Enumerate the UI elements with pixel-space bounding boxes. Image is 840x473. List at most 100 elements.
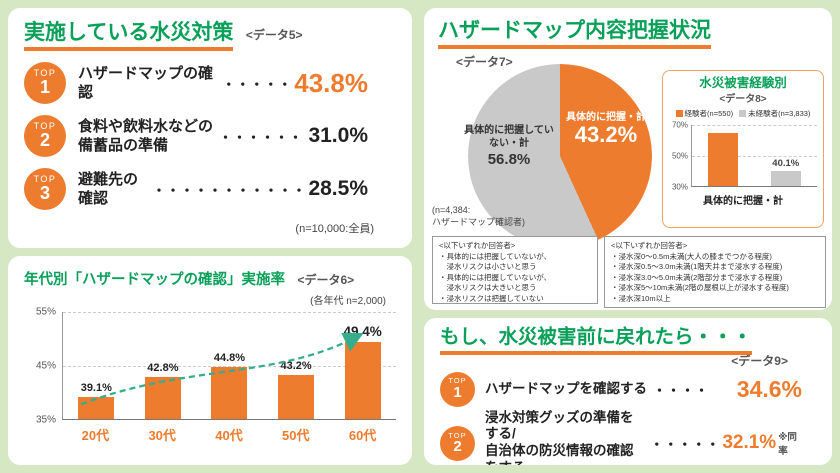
gridline-50: [692, 155, 817, 157]
rank-label: ハザードマップの確認: [78, 64, 216, 103]
rank-label: 浸水対策グッズの準備をする/ 自治体の防災情報の確認をする: [485, 410, 644, 465]
pie-slice-value: 56.8%: [487, 151, 531, 168]
top1-badge: TOP 1: [440, 371, 475, 407]
rank-item-1: TOP 1 ハザードマップを確認する ・・・・ 34.6%: [440, 371, 816, 407]
y-tick: 55%: [35, 306, 56, 318]
note-box-not-grasped: <以下いずれか回答者> ・具体的には把握していないが、 浸水リスクは小さいと思う…: [432, 236, 598, 304]
pie-slice-label: 具体的に把握していない・計: [464, 125, 554, 149]
bar-value-label: 49.4%: [343, 323, 382, 339]
age-bar-chart: 55% 45% 35% 39.1% 42.8% 44.8% 43.2% 49.4%: [24, 307, 396, 426]
bar: [344, 341, 381, 419]
bar-value-label: 42.8%: [147, 362, 179, 375]
rank-value-note: ※同率: [778, 432, 797, 458]
dot-leader: ・・・・・・・・・・・: [152, 182, 307, 198]
grasp-pie: [468, 64, 652, 248]
bar: [144, 377, 181, 419]
chart-sample-note: (各年代 n=2,000): [310, 296, 386, 307]
bar-group: 44.8%: [196, 312, 263, 419]
pie-label-not-grasped: 具体的に把握していない・計 56.8%: [464, 124, 554, 168]
bar-group: 42.8%: [130, 312, 197, 419]
bar: [278, 375, 315, 419]
rank-label-line1: 浸水対策グッズの準備をする/: [485, 409, 634, 442]
bar: [770, 170, 801, 187]
badge-word: TOP: [448, 376, 467, 386]
panel3-header: ハザードマップ内容把握状況 <データ7>: [438, 18, 711, 71]
category-label: 20代: [81, 428, 110, 443]
data-tag-7: <データ7>: [456, 55, 513, 70]
category-label: 40代: [215, 428, 243, 443]
mini-y-axis: 70% 50% 30%: [669, 121, 691, 192]
badge-rank: 1: [453, 383, 462, 401]
bar-group: 39.1%: [63, 312, 130, 419]
age-plot-area: 39.1% 42.8% 44.8% 43.2% 49.4%: [62, 312, 396, 420]
note-box-header: <以下いずれか回答者>: [611, 241, 688, 250]
gridline-55: [63, 312, 396, 313]
experience-comparison-box: 水災被害経験別 <データ8> 経験者(n=550) 未経験者(n=3,833) 7…: [662, 70, 824, 228]
pie-slice-label: 具体的に把握・計: [566, 112, 646, 123]
top1-badge: TOP 1: [24, 62, 66, 105]
pie-slice-value: 43.2%: [574, 122, 638, 147]
panel1-header: 実施している水災対策 <データ5>: [24, 20, 396, 52]
bar-group: 43.2%: [263, 312, 330, 419]
badge-rank: 2: [39, 130, 50, 151]
dot-leader: ・・・・・・: [219, 129, 304, 145]
badge-word: TOP: [33, 68, 57, 79]
panel3-title: ハザードマップ内容把握状況: [438, 18, 711, 50]
panel-age-implementation-rate: 年代別「ハザードマップの確認」実施率 <データ6> (各年代 n=2,000) …: [8, 256, 412, 465]
bar: [78, 397, 115, 419]
data-tag-9: <データ9>: [731, 354, 788, 369]
note-box-grasped: <以下いずれか回答者> ・浸水深0〜0.5m未満(大人の膝までつかる程度) ・浸…: [604, 236, 826, 308]
y-tick: 30%: [671, 182, 688, 192]
bar-value-label: 39.1%: [80, 382, 112, 395]
rank-value: 31.0%: [308, 124, 368, 148]
data-tag-8: <データ8>: [719, 94, 767, 106]
data-tag-6: <データ6>: [297, 273, 355, 287]
rank-item-1: TOP 1 ハザードマップの確認 ・・・・・ 43.8%: [24, 62, 396, 105]
mini-plot-area: 64.8% 40.1%: [691, 125, 817, 188]
experience-bar-chart: 70% 50% 30% 64.8% 40.1%: [669, 121, 817, 192]
rank-label: ハザードマップを確認する: [485, 381, 647, 398]
data-tag-5: <データ5>: [245, 28, 303, 42]
legend-item: 未経験者(n=3,833): [739, 108, 810, 119]
y-tick: 70%: [671, 120, 688, 130]
legend-item: 経験者(n=550): [675, 108, 733, 119]
rank-item-2: TOP 2 浸水対策グッズの準備をする/ 自治体の防災情報の確認をする ・・・・…: [440, 410, 816, 465]
badge-word: TOP: [33, 121, 57, 132]
subbox-title: 水災被害経験別: [699, 76, 787, 90]
rank-value: 43.8%: [294, 67, 368, 98]
bar-group: 64.8%: [692, 125, 755, 187]
rank-item-3: TOP 3 避難先の確認 ・・・・・・・・・・・ 28.5%: [24, 168, 396, 211]
panel-implemented-measures: 実施している水災対策 <データ5> TOP 1 ハザードマップの確認 ・・・・・…: [8, 8, 412, 248]
panel-if-before-damage: もし、水災被害前に戻れたら・・・ <データ9> TOP 1 ハザードマップを確認…: [424, 318, 832, 465]
note-box-body: ・浸水深0〜0.5m未満(大人の膝までつかる程度) ・浸水深0.5〜3.0m未満…: [611, 251, 789, 303]
rank-value: 34.6%: [736, 375, 802, 402]
y-tick: 35%: [35, 414, 56, 426]
mini-x-label: 具体的に把握・計: [703, 196, 783, 208]
rank-label-line2: 自治体の防災情報の確認をする: [485, 443, 634, 465]
y-tick: 50%: [671, 151, 688, 161]
panel2-title: 年代別「ハザードマップの確認」実施率: [24, 272, 285, 288]
panel1-title: 実施している水災対策: [24, 20, 234, 52]
experience-legend: 経験者(n=550) 未経験者(n=3,833): [669, 108, 817, 119]
bar: [211, 366, 248, 419]
rank-label-line1: ハザードマップの確認: [78, 64, 214, 102]
bar: [708, 133, 739, 187]
badge-rank: 1: [39, 77, 50, 98]
y-tick: 45%: [35, 360, 56, 372]
rank-value: 28.5%: [308, 177, 368, 201]
badge-word: TOP: [33, 174, 57, 185]
category-label: 60代: [348, 428, 377, 443]
top2-badge: TOP 2: [24, 115, 66, 158]
rank-item-2: TOP 2 食料や飲料水などの 備蓄品の準備 ・・・・・・ 31.0%: [24, 115, 396, 158]
rank-label-line1: 避難先の確認: [78, 170, 139, 208]
age-chart-bars: 39.1% 42.8% 44.8% 43.2% 49.4%: [63, 312, 396, 419]
rank-label-line1: 食料や飲料水などの: [78, 117, 214, 135]
rank-label-line1: ハザードマップを確認する: [485, 380, 647, 396]
age-y-axis: 55% 45% 35%: [24, 307, 62, 426]
note-box-header: <以下いずれか回答者>: [439, 241, 516, 250]
bar-value-label: 43.2%: [280, 360, 312, 373]
rank-value: 32.1%: [722, 432, 777, 454]
bar-value-label: 40.1%: [772, 157, 800, 169]
legend-swatch: [739, 110, 747, 118]
panel4-header: もし、水災被害前に戻れたら・・・: [440, 326, 816, 356]
